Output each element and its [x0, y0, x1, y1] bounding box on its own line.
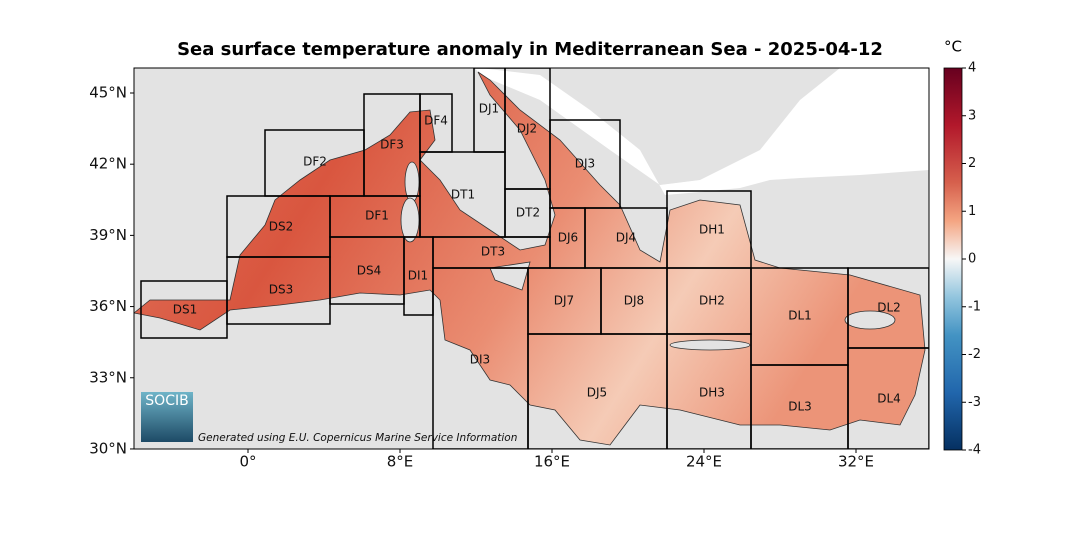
region-label: DJ1: [479, 102, 499, 116]
region-label: DF2: [303, 155, 327, 169]
region-label: DT2: [516, 206, 540, 220]
region-boxes: [140, 68, 929, 449]
region-label: DJ8: [624, 294, 644, 308]
colorbar: [943, 67, 963, 451]
sicily: [489, 261, 531, 291]
region-label: DF1: [365, 209, 389, 223]
region-label: DT3: [481, 245, 505, 259]
region-label: DT1: [451, 188, 475, 202]
lat-tick-label: 39°N: [89, 226, 127, 244]
region-label: DJ7: [554, 294, 574, 308]
colorbar-tick-label: 4: [968, 61, 976, 76]
colorbar-tick-label: 1: [968, 204, 976, 219]
region-label: DH2: [699, 294, 725, 308]
region-label: DS3: [269, 283, 294, 297]
lat-tick-label: 42°N: [89, 155, 127, 173]
lon-tick-label: 16°E: [534, 453, 570, 471]
region-label: DH3: [699, 386, 725, 400]
colorbar-tick-label: 0: [968, 252, 976, 267]
region-label: DJ2: [517, 122, 537, 136]
colorbar-tick-label: -1: [968, 299, 981, 314]
map-frame: [133, 67, 930, 450]
sea: [134, 71, 926, 446]
cyprus: [844, 310, 896, 330]
region-label: DS4: [357, 264, 382, 278]
region-label: DL4: [877, 392, 901, 406]
land-white: [134, 68, 929, 195]
colorbar-tick-label: -2: [968, 347, 981, 362]
colorbar-tick-label: 3: [968, 108, 976, 123]
lat-tick-label: 30°N: [89, 439, 127, 457]
region-label: DL2: [877, 301, 901, 315]
lat-tick-label: 36°N: [89, 297, 127, 315]
region-label: DF4: [424, 114, 448, 128]
region-label: DL1: [788, 309, 812, 323]
region-label: DI3: [470, 353, 490, 367]
colorbar-tick-label: 2: [968, 156, 976, 171]
logo: SOCIB: [145, 393, 188, 409]
region-label: DJ3: [575, 157, 595, 171]
region-label: DL3: [788, 400, 812, 414]
unit: °C: [944, 38, 962, 56]
region-labels: DS1 DS2 DS3 DS4 DF1 DF2 DF3 DF4 DI1 DI3 DT1 DT2 DT3 D…: [173, 102, 901, 414]
region-label: DJ4: [616, 231, 636, 245]
lat-tick-label: 33°N: [89, 368, 127, 386]
title: Sea surface temperature anomaly in Medit…: [177, 39, 883, 60]
colorbar-tick-label: -4: [968, 443, 981, 458]
region-label: DF3: [380, 138, 404, 152]
region-label: DS1: [173, 303, 198, 317]
region-label: DI1: [408, 269, 428, 283]
colorbar-tick-label: -3: [968, 395, 981, 410]
lon-tick-label: 32°E: [838, 453, 874, 471]
crete: [669, 339, 751, 351]
region-label: DH1: [699, 223, 725, 237]
credit: Generated using E.U. Copernicus Marine S…: [198, 432, 517, 444]
region-label: DJ5: [587, 386, 607, 400]
lon-tick-label: 0°: [239, 453, 256, 471]
lon-tick-label: 8°E: [387, 453, 414, 471]
map: [134, 68, 929, 449]
lat-tick-label: 45°N: [89, 84, 127, 102]
region-label: DJ6: [558, 231, 578, 245]
logo-box: [141, 392, 193, 442]
sardinia: [400, 197, 420, 243]
lon-tick-label: 24°E: [686, 453, 722, 471]
region-label: DS2: [269, 220, 294, 234]
